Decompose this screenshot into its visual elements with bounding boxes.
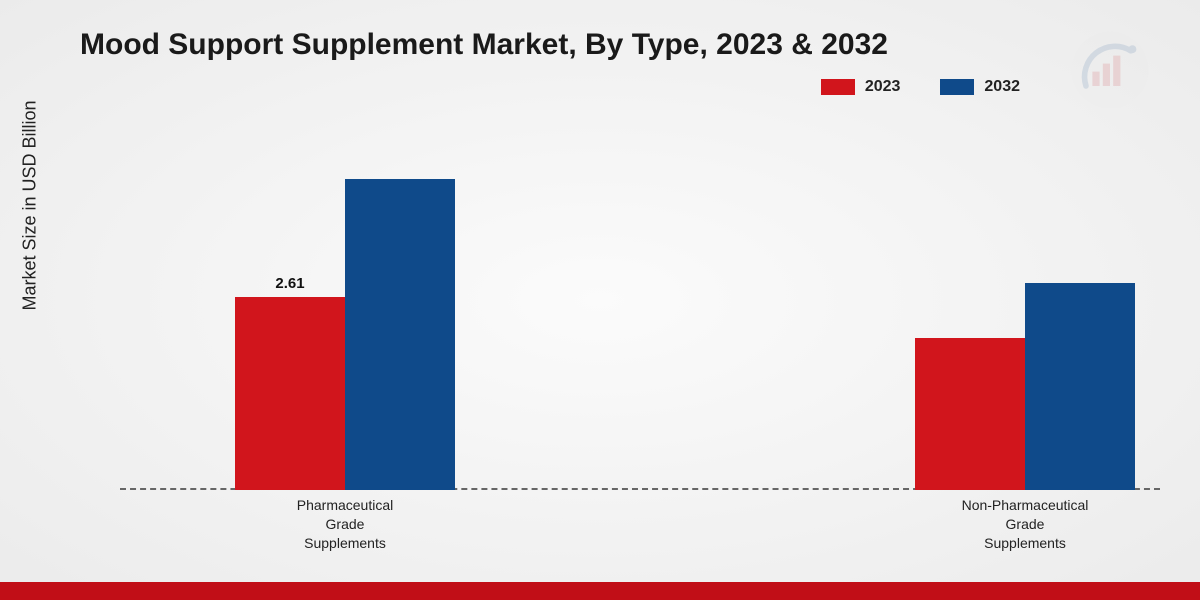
bar-group (915, 283, 1135, 490)
bar (915, 338, 1025, 490)
y-axis-label: Market Size in USD Billion (20, 100, 41, 310)
bar (1025, 283, 1135, 490)
plot-area: 2.61 (120, 120, 1160, 490)
legend-swatch-2023 (821, 79, 855, 95)
bar (345, 179, 455, 490)
footer-bar (0, 582, 1200, 600)
chart-title: Mood Support Supplement Market, By Type,… (80, 28, 888, 62)
bar-group: 2.61 (235, 179, 455, 490)
legend: 2023 2032 (821, 78, 1020, 96)
category-label: Non-Pharmaceutical Grade Supplements (962, 496, 1089, 553)
legend-swatch-2032 (940, 79, 974, 95)
watermark-icon (1070, 30, 1150, 110)
bar-value-label: 2.61 (275, 275, 304, 292)
category-axis: Pharmaceutical Grade SupplementsNon-Phar… (120, 490, 1160, 491)
legend-label-2032: 2032 (984, 78, 1020, 96)
legend-label-2023: 2023 (865, 78, 901, 96)
legend-item-2032: 2032 (940, 78, 1020, 96)
legend-item-2023: 2023 (821, 78, 901, 96)
category-label: Pharmaceutical Grade Supplements (297, 496, 394, 553)
bar: 2.61 (235, 297, 345, 490)
